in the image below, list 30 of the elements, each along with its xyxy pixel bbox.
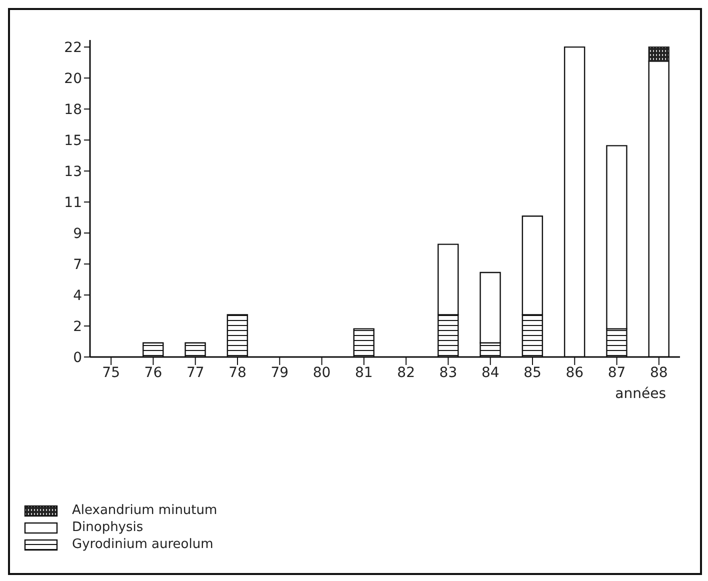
y-tick-label: 22 xyxy=(64,40,82,56)
legend-label: Alexandrium minutum xyxy=(72,503,218,518)
bar xyxy=(648,46,670,62)
x-tick-label: 82 xyxy=(397,364,415,381)
x-tick-label: 84 xyxy=(481,364,500,381)
y-tick-label: 2 xyxy=(73,318,82,335)
x-tick-label: 79 xyxy=(270,364,289,381)
y-tick-label: 18 xyxy=(64,102,82,118)
x-tick-label: 77 xyxy=(186,364,204,381)
y-tick-label: 11 xyxy=(64,194,82,211)
x-tick-label: 87 xyxy=(608,364,626,381)
x-tick-label: 80 xyxy=(312,364,331,381)
x-axis-title: années xyxy=(615,386,666,402)
y-tick-label: 20 xyxy=(64,71,82,88)
x-tick-label: 88 xyxy=(650,364,668,381)
y-tick-label: 4 xyxy=(73,288,82,304)
x-tick-label: 81 xyxy=(355,364,373,381)
x-tick-label: 76 xyxy=(144,364,162,381)
legend-label: Dinophysis xyxy=(72,520,144,535)
x-tick-label: 78 xyxy=(228,364,246,381)
y-tick-label: 7 xyxy=(73,256,82,273)
x-tick-label: 86 xyxy=(566,364,584,381)
y-tick-label: 0 xyxy=(73,350,82,366)
x-tick-label: 75 xyxy=(102,364,120,381)
y-tick-label: 15 xyxy=(64,133,82,149)
x-tick-label: 83 xyxy=(439,364,458,381)
y-tick-label: 13 xyxy=(64,164,82,180)
y-tick-label: 9 xyxy=(73,226,82,242)
legend-label: Gyrodinium aureolum xyxy=(72,537,214,552)
x-tick-label: 85 xyxy=(524,364,542,381)
